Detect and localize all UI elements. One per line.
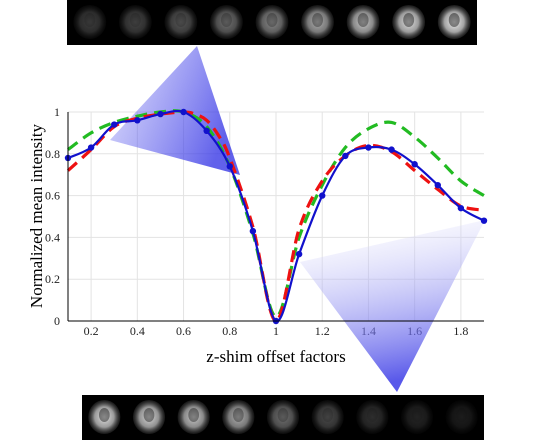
brain-slice-ventricle <box>143 408 155 422</box>
data-point <box>87 144 95 151</box>
x-tick-label: 1 <box>273 324 279 338</box>
brain-slice-image <box>177 400 210 434</box>
data-point <box>157 110 164 118</box>
brain-slice-ventricle <box>456 408 468 422</box>
data-point <box>134 117 141 124</box>
brain-slice-image <box>73 5 107 39</box>
brain-slice-ventricle <box>312 13 324 27</box>
brain-slice-image <box>445 400 478 434</box>
brain-slice-ventricle <box>266 13 278 27</box>
y-axis-label: Normalized mean intensity <box>27 123 46 308</box>
brain-slice-image <box>210 5 243 39</box>
brain-slice-ventricle <box>277 408 289 422</box>
data-point <box>365 144 372 151</box>
series-line-2 <box>67 109 485 319</box>
brain-slice-ventricle <box>366 408 378 422</box>
bottom-callout-triangle <box>300 220 485 392</box>
data-point <box>180 108 187 116</box>
brain-slice-image <box>222 400 255 434</box>
data-point <box>203 127 210 135</box>
brain-slice-ventricle <box>188 408 200 422</box>
brain-slice-image <box>266 400 300 434</box>
brain-slice-ventricle <box>403 13 415 27</box>
brain-slice-image <box>311 400 344 434</box>
x-tick-label: 1.2 <box>315 324 330 338</box>
x-tick-label: 0.6 <box>176 324 191 338</box>
brain-slice-ventricle <box>175 13 187 27</box>
x-tick-label: 0.2 <box>84 324 99 338</box>
y-tick-label: 1 <box>54 105 60 119</box>
data-point <box>388 146 395 153</box>
x-tick-label: 0.4 <box>130 324 145 338</box>
y-axis-ticks: 0 0.2 0.4 0.6 0.8 1 <box>45 105 60 328</box>
brain-slice-ventricle <box>411 408 423 422</box>
x-axis-label: z-shim offset factors <box>206 347 345 366</box>
brain-slice-ventricle <box>232 408 244 422</box>
brain-slice-ventricle <box>129 13 141 27</box>
brain-slice-image <box>255 5 289 39</box>
x-tick-label: 1.8 <box>453 324 468 338</box>
brain-slice-image <box>392 5 426 39</box>
brain-slice-image <box>400 400 434 434</box>
y-tick-label: 0 <box>54 314 60 328</box>
y-tick-label: 0.8 <box>45 147 60 161</box>
brain-slice-image <box>132 400 166 434</box>
brain-slice-image <box>88 400 121 434</box>
brain-slice-ventricle <box>98 408 110 422</box>
data-point <box>457 204 465 212</box>
data-point <box>319 192 326 199</box>
data-point <box>434 181 441 189</box>
data-point <box>226 163 233 170</box>
data-point <box>480 217 488 224</box>
brain-slice-image <box>356 400 389 434</box>
brain-slice-image <box>164 5 198 39</box>
brain-slice-ventricle <box>357 13 369 27</box>
data-point <box>249 227 257 235</box>
bottom-brain-slices <box>88 400 478 434</box>
brain-slice-image <box>346 5 380 39</box>
brain-slice-ventricle <box>448 13 460 27</box>
brain-slice-ventricle <box>322 408 334 422</box>
x-tick-label: 0.8 <box>222 324 237 338</box>
y-tick-label: 0.4 <box>45 230 60 244</box>
data-point <box>342 152 349 160</box>
data-point <box>295 250 303 258</box>
y-tick-label: 0.2 <box>45 272 60 286</box>
y-tick-label: 0.6 <box>45 189 60 203</box>
top-brain-slices <box>73 5 471 39</box>
data-point <box>111 121 118 128</box>
brain-slice-image <box>301 5 334 39</box>
brain-slice-image <box>118 5 152 39</box>
brain-slice-ventricle <box>84 13 96 27</box>
data-point <box>411 161 418 168</box>
brain-slice-ventricle <box>220 13 232 27</box>
brain-slice-image <box>437 5 471 39</box>
